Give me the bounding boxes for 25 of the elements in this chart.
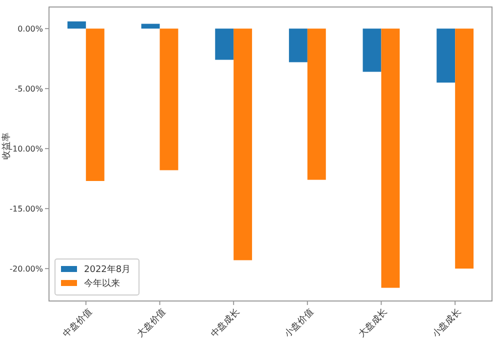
legend-label: 今年以来 [84,278,120,290]
x-tick-label: 小盘成长 [430,306,464,340]
y-tick-label: -15.00% [10,204,44,214]
bar [288,28,308,62]
bar [160,28,178,170]
bar [436,28,456,83]
x-tick-label: 大盘成长 [356,306,390,340]
bar [67,21,86,29]
bar [307,28,326,180]
y-tick-label: -10.00% [10,144,44,154]
x-tick-label: 中盘价值 [61,306,94,340]
bar [86,28,104,181]
y-tick-label: -20.00% [10,264,44,274]
x-tick-label: 小盘价值 [282,306,316,340]
bar [455,28,474,269]
bar [362,28,382,72]
y-tick-label: -5.00% [14,84,44,94]
bar [141,24,160,29]
x-tick-label: 中盘成长 [208,306,242,340]
bar [234,28,252,260]
x-tick-label: 大盘价值 [134,306,168,340]
bar [215,28,234,60]
legend-label: 2022年8月 [84,264,131,276]
y-tick-label: 0.00% [18,24,44,34]
bar [381,28,400,288]
